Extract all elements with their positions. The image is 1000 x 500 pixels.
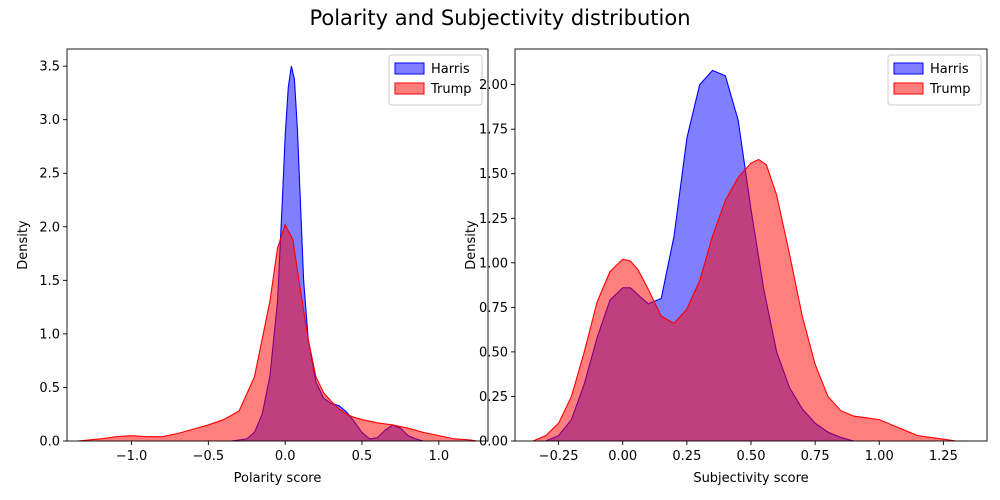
subjectivity-y-tick-label: 1.25 xyxy=(479,212,508,227)
polarity-y-tick-label: 0.0 xyxy=(39,435,60,450)
polarity-area-trump xyxy=(77,224,478,441)
polarity-x-tick-label: 1.0 xyxy=(428,449,449,464)
subjectivity-x-tick-label: 0.25 xyxy=(672,449,701,464)
polarity-legend-label-trump: Trump xyxy=(430,82,472,97)
polarity-panel: −1.0 −0.5 0.0 0.5 1.0 0.0 0.5 1.0 1.5 2.0 2.5 3.0 3.… xyxy=(16,48,489,486)
polarity-legend-swatch-trump xyxy=(394,82,425,95)
subjectivity-x-tick-label: −0.25 xyxy=(539,449,579,464)
polarity-x-tick-label: −0.5 xyxy=(193,449,225,464)
polarity-legend-swatch-harris xyxy=(394,62,425,75)
subjectivity-area-trump xyxy=(532,159,970,441)
polarity-y-tick-label: 3.0 xyxy=(39,113,60,128)
subjectivity-y-tick-label: 1.50 xyxy=(479,167,508,182)
subjectivity-y-tick-label: 2.00 xyxy=(479,78,508,93)
polarity-legend-label-harris: Harris xyxy=(431,62,470,77)
polarity-y-tick-label: 3.5 xyxy=(39,60,60,75)
subjectivity-y-tick-label: 0.50 xyxy=(479,345,508,360)
polarity-y-tick-label: 2.0 xyxy=(39,220,60,235)
polarity-y-axis-label: Density xyxy=(16,220,31,270)
subjectivity-legend-label-harris: Harris xyxy=(930,62,969,77)
polarity-y-tick-label: 0.5 xyxy=(39,381,60,396)
subjectivity-y-tick-label: 0.75 xyxy=(479,301,508,316)
polarity-y-tick-label: 1.5 xyxy=(39,274,60,289)
subjectivity-legend-label-trump: Trump xyxy=(929,82,971,97)
subjectivity-y-tick-label: 1.75 xyxy=(479,123,508,138)
polarity-line-trump xyxy=(77,223,478,442)
subjectivity-y-tick-label: 0.00 xyxy=(479,435,508,450)
polarity-axes-frame xyxy=(66,48,489,442)
subjectivity-y-axis-label: Density xyxy=(464,220,479,270)
figure-title: Polarity and Subjectivity distribution xyxy=(309,6,691,30)
polarity-x-tick-label: 0.0 xyxy=(275,449,296,464)
subjectivity-line-trump xyxy=(532,158,970,442)
subjectivity-y-tick-label: 0.25 xyxy=(479,390,508,405)
subjectivity-panel: −0.25 0.00 0.25 0.50 0.75 1.00 1.25 0.00 0.25 0.5… xyxy=(464,48,988,486)
subjectivity-x-axis-label: Subjectivity score xyxy=(693,471,808,486)
subjectivity-legend-swatch-harris xyxy=(893,62,924,75)
subjectivity-x-tick-label: 0.75 xyxy=(801,449,830,464)
subjectivity-x-tick-label: 1.00 xyxy=(865,449,894,464)
polarity-x-tick-label: −1.0 xyxy=(116,449,148,464)
subjectivity-x-tick-label: 1.25 xyxy=(929,449,958,464)
subjectivity-x-tick-label: 0.00 xyxy=(608,449,637,464)
polarity-y-tick-label: 2.5 xyxy=(39,167,60,182)
subjectivity-legend-swatch-trump xyxy=(893,82,924,95)
subjectivity-y-tick-label: 1.00 xyxy=(479,256,508,271)
subjectivity-x-tick-label: 0.50 xyxy=(737,449,766,464)
polarity-y-tick-label: 1.0 xyxy=(39,327,60,342)
polarity-x-tick-label: 0.5 xyxy=(352,449,373,464)
polarity-x-axis-label: Polarity score xyxy=(234,471,322,486)
